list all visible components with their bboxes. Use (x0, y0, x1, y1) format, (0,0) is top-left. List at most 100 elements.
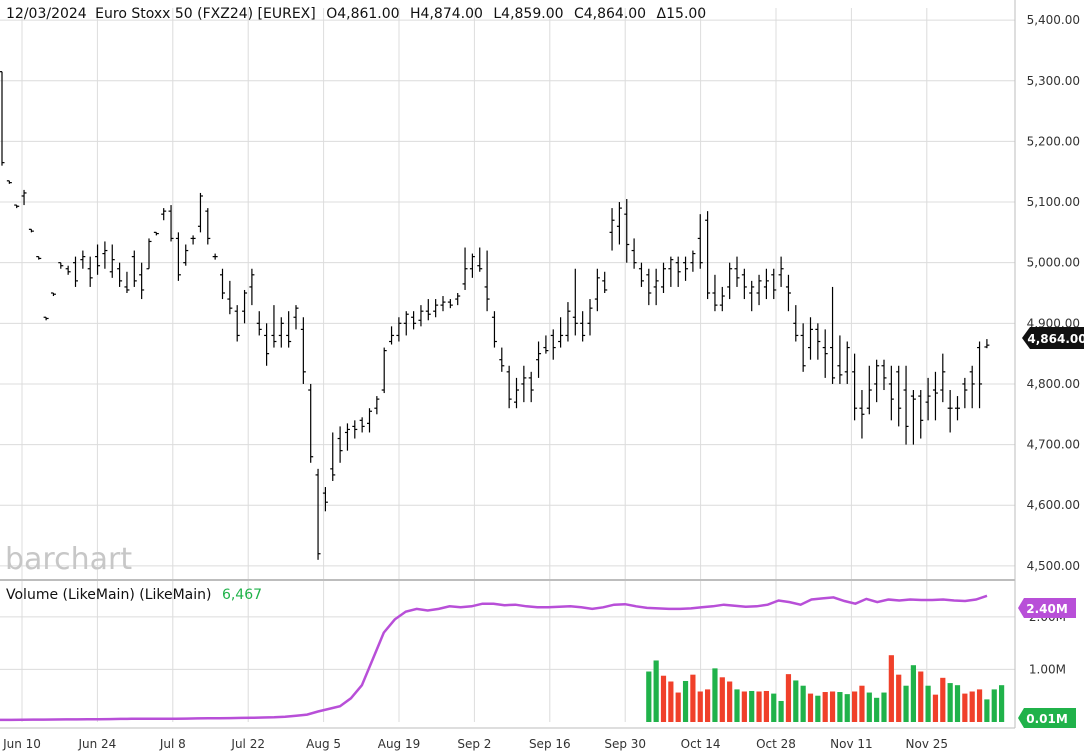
ohlc-bar (308, 383, 314, 463)
chart-header: 12/03/2024 Euro Stoxx 50 (FXZ24) [EUREX]… (6, 6, 706, 22)
volume-value: 6,467 (222, 587, 262, 603)
ohlc-bar (477, 247, 483, 272)
ohlc-bar (139, 262, 145, 300)
ohlc-bar (580, 311, 586, 342)
ohlc-bar (800, 323, 806, 372)
volume-bar (903, 685, 909, 722)
ohlc-bar (249, 268, 255, 306)
volume-average-badge: 2.40M (1018, 598, 1076, 618)
ohlc-bar (499, 347, 505, 372)
ohlc-bar (411, 311, 417, 330)
ohlc-bar (874, 359, 880, 403)
ohlc-bar (514, 377, 519, 409)
barchart-watermark: barchart (5, 542, 132, 577)
ohlc-bar (631, 238, 637, 269)
volume-bar (697, 691, 703, 722)
ohlc-bar (778, 256, 784, 287)
ohlc-bar (374, 396, 380, 415)
ohlc-bar (962, 377, 968, 409)
ohlc-bar (602, 271, 608, 293)
ohlc-bar (918, 390, 924, 439)
ohlc-bar (558, 317, 564, 348)
volume-y-tick-label: 1.00M (1029, 662, 1066, 676)
x-tick-label: Aug 19 (378, 737, 421, 751)
volume-bar (866, 692, 872, 722)
volume-bar (822, 692, 828, 722)
ohlc-bar (337, 426, 343, 463)
volume-bar (719, 677, 725, 722)
volume-bar (947, 683, 953, 722)
ohlc-bar (50, 292, 56, 297)
ohlc-bar (550, 329, 556, 360)
ohlc-bar (940, 353, 946, 403)
ohlc-bar (161, 208, 167, 221)
ohlc-bar (661, 262, 666, 293)
volume-bar (793, 680, 799, 722)
last-volume-badge: 0.01M (1018, 708, 1076, 728)
ohlc-bar (528, 371, 534, 403)
ohlc-bar (830, 286, 836, 384)
ohlc-bar (455, 293, 461, 306)
volume-average-line (0, 594, 988, 722)
x-tick-label: Nov 11 (830, 737, 873, 751)
ohlc-bar (359, 417, 365, 433)
volume-bar (940, 677, 946, 722)
ohlc-bar (256, 311, 262, 336)
ohlc-bar (6, 180, 12, 184)
header-close: C4,864.00 (574, 6, 646, 22)
ohlc-bar (469, 253, 475, 278)
price-y-tick-label: 4,600.00 (1027, 498, 1080, 512)
ohlc-bar (462, 247, 468, 290)
volume-bar (712, 668, 718, 722)
volume-bar (660, 675, 667, 722)
volume-bar (756, 691, 762, 722)
last-volume-text: 0.01M (1026, 712, 1068, 726)
ohlc-bar (977, 341, 983, 409)
volume-bar (954, 685, 961, 722)
x-tick-label: Sep 16 (529, 737, 571, 751)
ohlc-bar (433, 299, 439, 318)
ohlc-bar (852, 353, 858, 421)
ohlc-bar (278, 317, 284, 348)
volume-panel-label: Volume (LikeMain) (LikeMain) 6,467 (6, 587, 262, 603)
header-high: H4,874.00 (410, 6, 483, 22)
price-y-tick-label: 5,000.00 (1027, 256, 1080, 270)
ohlc-bar (572, 268, 578, 336)
ohlc-bar (315, 468, 321, 560)
header-low: L4,859.00 (493, 6, 563, 22)
ohlc-bar (719, 286, 725, 312)
volume-bar (962, 693, 968, 722)
ohlc-bar (955, 396, 960, 421)
ohlc-bar (727, 262, 733, 300)
ohlc-bar (124, 271, 130, 293)
x-tick-label: Nov 25 (906, 737, 949, 751)
ohlc-bar (87, 256, 93, 287)
ohlc-bar (984, 339, 990, 349)
volume-bar (888, 655, 894, 722)
price-y-tick-label: 5,200.00 (1027, 134, 1080, 148)
ohlc-bar (756, 274, 762, 306)
volume-bar (925, 685, 931, 722)
header-date: 12/03/2024 (6, 6, 87, 22)
x-tick-label: Oct 14 (681, 737, 721, 751)
ohlc-bar (425, 299, 431, 321)
ohlc-bar (36, 256, 42, 260)
ohlc-bar (947, 390, 953, 433)
price-y-tick-label: 4,900.00 (1027, 316, 1080, 330)
volume-bar (991, 689, 997, 722)
ohlc-bar (521, 365, 527, 403)
ohlc-bar (146, 238, 152, 270)
volume-label-text: Volume (LikeMain) (LikeMain) (6, 587, 211, 603)
ohlc-bar (609, 208, 615, 251)
ohlc-bar (14, 204, 20, 209)
ohlc-bar (932, 371, 938, 421)
ohlc-bar (491, 311, 497, 348)
ohlc-bar (969, 365, 975, 409)
ohlc-bar (536, 341, 542, 378)
x-tick-label: Aug 5 (306, 737, 341, 751)
volume-bar (896, 674, 902, 722)
volume-bar (778, 700, 784, 722)
volume-bar (844, 694, 850, 722)
ohlc-bar (65, 265, 71, 275)
volume-bar (852, 691, 858, 722)
